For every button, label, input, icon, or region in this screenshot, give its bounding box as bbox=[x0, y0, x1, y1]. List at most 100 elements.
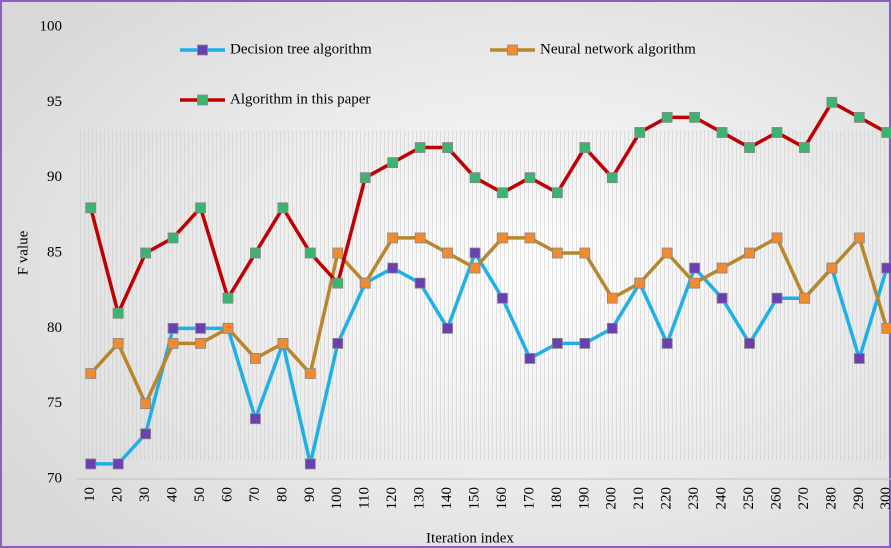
marker bbox=[359, 277, 371, 289]
marker bbox=[414, 232, 426, 244]
x-tick-label: 50 bbox=[192, 487, 208, 502]
marker bbox=[771, 232, 783, 244]
marker bbox=[167, 232, 179, 244]
marker bbox=[497, 292, 508, 304]
marker bbox=[716, 292, 728, 304]
x-tick-label: 10 bbox=[82, 487, 98, 502]
marker bbox=[771, 127, 783, 138]
marker bbox=[222, 322, 234, 334]
marker bbox=[716, 262, 728, 274]
x-tick-label: 150 bbox=[466, 487, 482, 510]
marker bbox=[826, 262, 838, 274]
marker bbox=[112, 307, 124, 319]
marker bbox=[277, 337, 289, 349]
x-tick-label: 160 bbox=[494, 487, 510, 510]
marker bbox=[606, 322, 618, 334]
marker bbox=[579, 247, 591, 259]
marker bbox=[195, 337, 206, 349]
marker bbox=[140, 428, 152, 440]
marker bbox=[661, 112, 673, 123]
marker bbox=[414, 277, 426, 289]
marker bbox=[689, 277, 701, 289]
marker bbox=[304, 247, 316, 259]
marker bbox=[744, 247, 755, 259]
marker bbox=[112, 337, 124, 349]
y-tick-label: 85 bbox=[47, 244, 62, 260]
marker bbox=[853, 232, 865, 244]
x-axis-label: Iteration index bbox=[426, 530, 514, 546]
marker bbox=[442, 142, 453, 153]
x-tick-label: 30 bbox=[137, 487, 153, 502]
marker bbox=[112, 458, 124, 470]
y-axis-label: F value bbox=[15, 230, 31, 275]
legend-label: Neural network algorithm bbox=[540, 41, 696, 57]
marker bbox=[551, 247, 563, 259]
x-tick-label: 120 bbox=[384, 487, 400, 510]
marker bbox=[442, 322, 453, 334]
marker bbox=[497, 187, 508, 199]
x-tick-label: 190 bbox=[576, 487, 592, 510]
marker bbox=[250, 353, 261, 364]
legend-label: Decision tree algorithm bbox=[230, 41, 372, 57]
x-tick-label: 80 bbox=[274, 487, 290, 502]
marker bbox=[551, 337, 563, 349]
marker bbox=[606, 172, 618, 184]
x-tick-label: 40 bbox=[165, 487, 181, 502]
x-tick-label: 90 bbox=[302, 487, 318, 502]
marker bbox=[469, 262, 481, 274]
y-tick-label: 80 bbox=[47, 320, 62, 336]
marker bbox=[140, 398, 152, 410]
marker bbox=[716, 127, 728, 138]
marker bbox=[85, 458, 97, 470]
marker bbox=[442, 247, 453, 259]
marker bbox=[304, 458, 316, 470]
legend-marker bbox=[197, 94, 208, 106]
x-tick-label: 60 bbox=[219, 487, 235, 502]
x-tick-label: 180 bbox=[549, 487, 565, 510]
marker bbox=[387, 262, 399, 274]
x-tick-label: 300 bbox=[878, 487, 891, 510]
marker bbox=[881, 127, 891, 138]
marker bbox=[853, 353, 865, 364]
marker bbox=[195, 202, 206, 214]
y-tick-label: 75 bbox=[47, 395, 62, 411]
x-tick-label: 110 bbox=[357, 487, 373, 509]
marker bbox=[85, 202, 97, 214]
marker bbox=[469, 247, 481, 259]
x-tick-label: 220 bbox=[659, 487, 675, 510]
marker bbox=[304, 368, 316, 379]
marker bbox=[689, 112, 701, 123]
marker bbox=[771, 292, 783, 304]
marker bbox=[250, 247, 261, 259]
x-tick-label: 130 bbox=[412, 487, 428, 510]
marker bbox=[799, 142, 810, 153]
marker bbox=[579, 142, 591, 153]
marker bbox=[359, 172, 371, 184]
marker bbox=[332, 247, 344, 259]
marker bbox=[881, 262, 891, 274]
marker bbox=[469, 172, 481, 184]
marker bbox=[881, 322, 891, 334]
marker bbox=[551, 187, 563, 199]
x-tick-label: 270 bbox=[796, 487, 812, 510]
background-stripes bbox=[77, 130, 891, 460]
marker bbox=[826, 96, 838, 108]
marker bbox=[85, 368, 97, 379]
x-tick-label: 70 bbox=[247, 487, 263, 502]
marker bbox=[799, 292, 810, 304]
marker bbox=[195, 322, 206, 334]
marker bbox=[524, 172, 536, 184]
x-tick-label: 140 bbox=[439, 487, 455, 510]
x-tick-label: 250 bbox=[741, 487, 757, 510]
legend-marker bbox=[197, 44, 208, 56]
marker bbox=[579, 337, 591, 349]
x-tick-label: 290 bbox=[851, 487, 867, 510]
x-tick-label: 280 bbox=[823, 487, 839, 510]
marker bbox=[689, 262, 701, 274]
marker bbox=[634, 127, 646, 138]
x-tick-label: 260 bbox=[768, 487, 784, 510]
y-tick-label: 90 bbox=[47, 169, 62, 185]
marker bbox=[332, 277, 344, 289]
y-tick-label: 100 bbox=[40, 18, 63, 34]
